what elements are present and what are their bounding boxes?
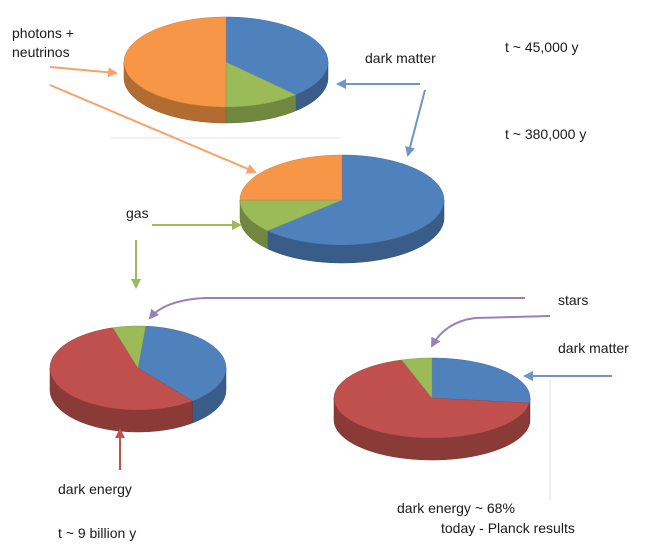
pies-group <box>49 16 531 461</box>
pie-chart-4 <box>333 357 531 461</box>
label-today-planck: today - Planck results <box>441 520 575 536</box>
label-dark-energy-left: dark energy <box>58 481 132 497</box>
label-t-45000: t ~ 45,000 y <box>505 39 579 55</box>
arrow-dark-matter-to-pie2 <box>405 89 426 157</box>
label-gas: gas <box>126 205 149 221</box>
label-dark-matter-right: dark matter <box>558 340 629 356</box>
pie-chart-2 <box>239 154 445 264</box>
pie-1-slice-gas <box>225 61 297 108</box>
arrow-stars-to-pie4 <box>431 315 551 348</box>
pie-2-slice-gas <box>239 199 343 232</box>
arrow-photons-to-pie1 <box>49 66 118 78</box>
pie-4-slice-gas <box>401 357 433 399</box>
pie-3-slice-dark-energy <box>49 327 193 411</box>
pie-2-slice-dark-matter <box>267 154 445 246</box>
pie-1-slice-photons-neutrinos <box>123 16 227 108</box>
label-t-380000: t ~ 380,000 y <box>505 126 587 142</box>
pie-3-slice-dark-matter <box>137 325 227 402</box>
label-photons-neutrinos-line1: photons + <box>12 25 74 41</box>
pie-3-slice-gas <box>112 325 146 369</box>
pie-2-slice-photons-neutrinos <box>239 154 343 201</box>
label-dark-energy-68: dark energy ~ 68% <box>397 500 515 516</box>
pie-chart-3 <box>49 325 227 433</box>
pie-4-slice-dark-matter <box>431 357 531 404</box>
pie-1-slice-dark-matter <box>225 16 329 96</box>
pie-chart-1 <box>123 16 329 124</box>
label-stars: stars <box>558 292 589 308</box>
label-photons-neutrinos-line2: neutrinos <box>12 44 70 60</box>
label-t-9-billion: t ~ 9 billion y <box>58 525 137 541</box>
label-dark-matter-top: dark matter <box>365 50 436 66</box>
arrow-photons-to-pie2 <box>49 84 257 174</box>
pie-4-slice-dark-energy <box>333 359 530 439</box>
arrow-stars-to-pie3 <box>148 297 525 320</box>
